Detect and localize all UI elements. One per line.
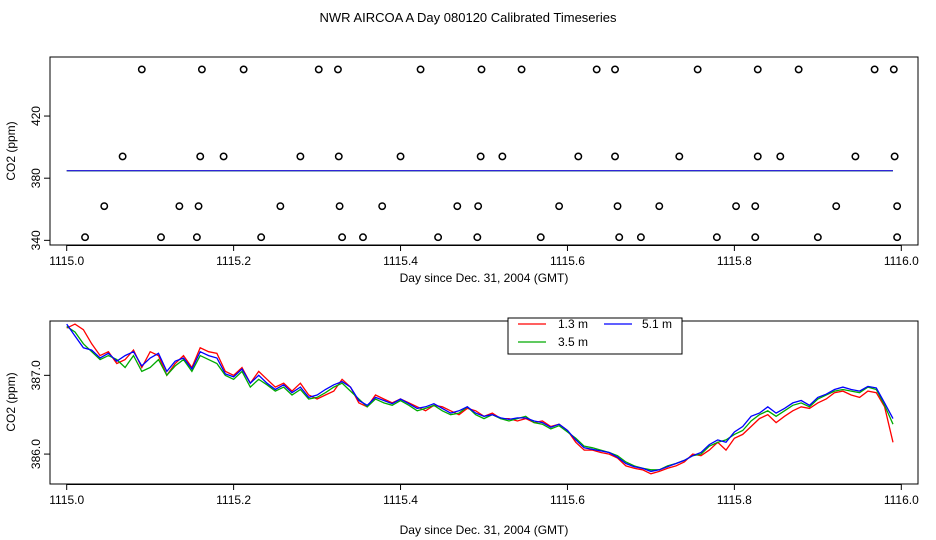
top-panel-frame <box>49 56 919 246</box>
data-point <box>476 152 485 161</box>
data-point <box>574 152 583 161</box>
x-tick-label: 1116.0 <box>884 254 919 268</box>
data-point <box>832 202 841 211</box>
data-point <box>157 233 165 242</box>
top-panel: Day since Dec. 31, 2004 (GMT) CO2 (ppm) … <box>4 56 919 285</box>
data-point <box>870 65 879 74</box>
data-point <box>477 65 486 74</box>
data-point <box>890 152 899 161</box>
data-point <box>615 233 624 242</box>
data-point <box>693 65 702 74</box>
y-tick-label: 387.0 <box>29 360 43 390</box>
bottom-y-axis-label: CO2 (ppm) <box>4 372 18 431</box>
data-point <box>296 152 305 161</box>
data-point <box>416 65 425 74</box>
y-tick-label: 420 <box>29 106 43 126</box>
data-point <box>137 65 146 74</box>
bottom-panel: Day since Dec. 31, 2004 (GMT) CO2 (ppm) … <box>4 317 919 537</box>
x-tick-label: 1115.2 <box>216 493 251 507</box>
data-point <box>473 233 482 242</box>
x-tick-label: 1115.0 <box>49 254 84 268</box>
legend-label-1-3m: 1.3 m <box>558 317 588 331</box>
data-point <box>175 202 184 211</box>
data-point <box>474 202 483 211</box>
top-x-axis-label: Day since Dec. 31, 2004 (GMT) <box>400 271 569 285</box>
data-point <box>118 152 127 161</box>
legend-box <box>507 317 683 355</box>
data-point <box>555 202 564 211</box>
series-line <box>66 323 894 475</box>
data-point <box>498 152 507 161</box>
y-tick-label: 340 <box>29 230 43 250</box>
data-point <box>378 202 387 211</box>
data-point <box>753 152 762 161</box>
top-y-axis-label: CO2 (ppm) <box>4 121 18 180</box>
x-tick-label: 1115.6 <box>550 493 585 507</box>
data-point <box>335 202 344 211</box>
data-point <box>794 65 803 74</box>
data-point <box>813 233 822 242</box>
series-line <box>66 323 894 473</box>
x-tick-label: 1115.8 <box>717 254 752 268</box>
bottom-x-axis-label: Day since Dec. 31, 2004 (GMT) <box>400 523 569 537</box>
x-tick-label: 1115.2 <box>216 254 251 268</box>
data-point <box>536 233 545 242</box>
data-point <box>197 65 206 74</box>
data-point <box>636 233 645 242</box>
data-point <box>333 65 342 74</box>
data-point <box>712 233 721 242</box>
data-point <box>751 233 760 242</box>
x-tick-label: 1115.0 <box>49 493 84 507</box>
legend: 1.3 m 5.1 m 3.5 m <box>507 317 683 355</box>
data-point <box>776 152 785 161</box>
data-point <box>517 65 526 74</box>
x-tick-label: 1116.0 <box>884 493 919 507</box>
x-tick-label: 1115.6 <box>550 254 585 268</box>
data-point <box>851 152 860 161</box>
data-point <box>675 152 684 161</box>
data-point <box>613 202 622 211</box>
x-tick-label: 1115.8 <box>717 493 752 507</box>
data-point <box>655 202 664 211</box>
data-point <box>751 202 760 211</box>
data-point <box>732 202 741 211</box>
data-point <box>334 152 343 161</box>
page-title: NWR AIRCOA A Day 080120 Calibrated Times… <box>320 10 617 25</box>
data-point <box>396 152 405 161</box>
data-point <box>81 233 90 242</box>
data-point <box>753 65 762 74</box>
y-tick-label: 380 <box>29 168 43 188</box>
x-tick-label: 1115.4 <box>383 493 418 507</box>
data-point <box>592 65 601 74</box>
y-tick-label: 386.0 <box>29 439 43 469</box>
data-point <box>611 65 619 74</box>
data-point <box>889 65 898 74</box>
data-point <box>893 233 902 242</box>
legend-label-5-1m: 5.1 m <box>642 317 672 331</box>
data-point <box>257 233 266 242</box>
series-line <box>66 325 894 471</box>
data-point <box>434 233 443 242</box>
data-point <box>453 202 462 211</box>
data-point <box>359 233 367 242</box>
data-point <box>611 152 619 161</box>
data-point <box>338 233 347 242</box>
data-point <box>196 152 205 161</box>
data-point <box>100 202 109 211</box>
data-point <box>239 65 248 74</box>
legend-label-3-5m: 3.5 m <box>558 335 588 349</box>
data-point <box>219 152 228 161</box>
data-point <box>893 202 902 211</box>
x-tick-label: 1115.4 <box>383 254 418 268</box>
data-point <box>194 202 203 211</box>
data-point <box>192 233 201 242</box>
data-point <box>276 202 285 211</box>
data-point <box>314 65 323 74</box>
bottom-panel-frame <box>49 320 919 485</box>
